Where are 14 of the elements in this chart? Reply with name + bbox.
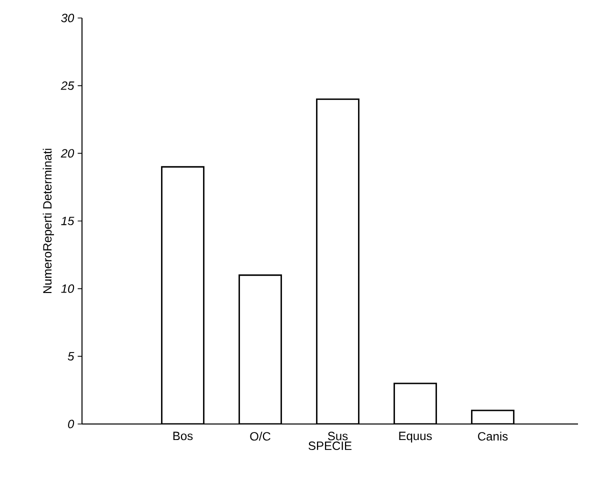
x-axis-title: SPECIE — [308, 442, 352, 450]
y-axis-title: NumeroReperti Determinati — [42, 148, 54, 294]
y-tick-label: 30 — [61, 14, 74, 22]
y-tick-label: 0 — [68, 420, 74, 428]
y-tick-label: 5 — [68, 352, 74, 361]
x-tick-label: O/C — [250, 432, 270, 441]
y-tick-label: 10 — [61, 284, 74, 293]
y-tick-label: 20 — [60, 149, 74, 158]
y-tick-label: 25 — [60, 81, 74, 90]
x-tick-label: Bos — [173, 432, 193, 440]
x-tick-label: Sus — [328, 432, 348, 440]
x-tick-label: Canis — [478, 432, 508, 441]
x-tick-label: Equus — [399, 432, 432, 443]
y-tick-label: 15 — [61, 216, 74, 226]
